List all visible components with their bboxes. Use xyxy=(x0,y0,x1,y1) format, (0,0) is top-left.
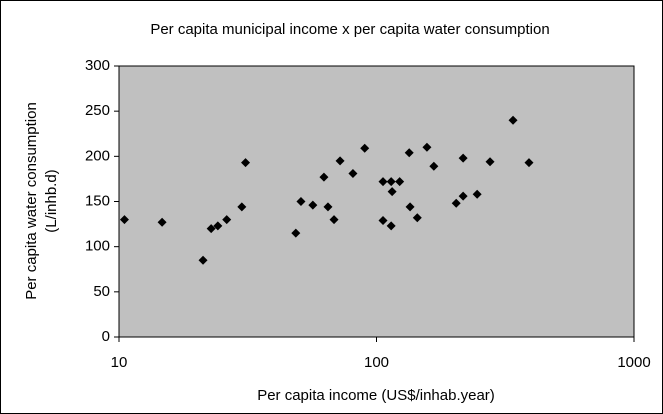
y-axis-label: (L/inhb.d) xyxy=(43,169,60,232)
data-point xyxy=(404,148,414,158)
data-point xyxy=(308,200,318,210)
y-tick-label: 100 xyxy=(85,238,110,255)
data-point xyxy=(323,202,333,212)
x-tick-label: 1000 xyxy=(617,354,650,371)
data-point xyxy=(485,157,495,167)
data-point xyxy=(387,187,397,197)
data-point xyxy=(360,143,370,153)
y-tick-label: 0 xyxy=(102,328,110,345)
data-point xyxy=(378,177,388,187)
data-point xyxy=(378,215,388,225)
chart-title: Per capita municipal income x per capita… xyxy=(150,21,549,38)
x-tick-label: 100 xyxy=(364,354,389,371)
y-tick-label: 150 xyxy=(85,192,110,209)
y-tick-label: 250 xyxy=(85,102,110,119)
data-point xyxy=(296,197,306,206)
x-tick-label: 10 xyxy=(111,354,128,371)
data-point xyxy=(508,115,518,125)
data-point xyxy=(291,228,301,238)
data-point xyxy=(472,189,482,199)
data-point xyxy=(157,217,167,227)
data-point xyxy=(213,221,223,231)
data-point xyxy=(429,161,439,171)
data-point xyxy=(241,158,251,168)
data-point xyxy=(451,198,461,208)
data-point xyxy=(119,215,129,225)
data-point xyxy=(395,177,405,187)
data-point xyxy=(198,255,208,265)
data-point xyxy=(405,202,415,212)
data-point xyxy=(386,221,396,231)
data-point xyxy=(458,191,468,201)
data-point xyxy=(319,172,329,182)
x-axis-label: Per capita income (US$/inhab.year) xyxy=(257,387,495,404)
data-point xyxy=(222,215,232,225)
data-point xyxy=(237,202,247,212)
y-tick-label: 300 xyxy=(85,57,110,74)
plot-area xyxy=(118,65,635,338)
y-axis-label: Per capita water consumption xyxy=(23,102,40,300)
data-point xyxy=(335,156,345,166)
data-point xyxy=(458,153,468,163)
data-point xyxy=(386,177,396,187)
data-point xyxy=(524,158,534,168)
y-tick-label: 50 xyxy=(93,283,110,300)
data-point xyxy=(412,213,422,223)
y-tick-label: 200 xyxy=(85,147,110,164)
data-point xyxy=(422,142,432,152)
data-point xyxy=(348,168,358,178)
data-point xyxy=(206,224,216,234)
data-point xyxy=(329,215,339,225)
